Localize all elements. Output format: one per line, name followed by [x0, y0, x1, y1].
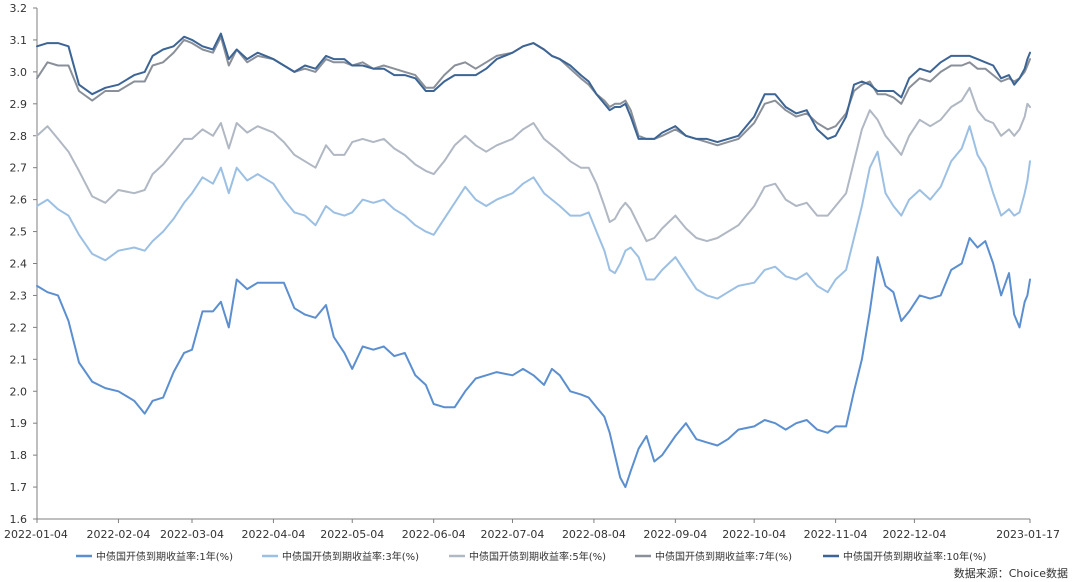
y-tick-label: 1.8: [10, 449, 28, 462]
chart-legend: 中债国开债到期收益率:1年(%) 中债国开债到期收益率:3年(%) 中债国开债到期收…: [76, 550, 986, 563]
x-tick-label: 2022-03-04: [160, 528, 224, 541]
legend-label-4: 中债国开债到期收益率:7年(%): [655, 550, 792, 563]
x-tick-label: 2022-12-04: [882, 528, 946, 541]
x-tick-label: 2022-01-04: [4, 528, 68, 541]
x-tick-label: 2022-04-04: [241, 528, 305, 541]
x-tick-label: 2022-05-04: [320, 528, 384, 541]
x-tick-label: 2022-10-04: [722, 528, 786, 541]
chart-axes: [36, 8, 1030, 520]
y-tick-label: 3.2: [10, 2, 28, 15]
x-tick-label: 2022-08-04: [562, 528, 626, 541]
y-axis-ticks: 1.6 1.7 1.8 1.9 2.0 2.1 2.2 2.3 2.4 2.5 2.6 2.7 2.8 2…: [10, 2, 37, 526]
x-tick-label: 2022-09-04: [643, 528, 707, 541]
x-tick-label: 2022-07-04: [481, 528, 545, 541]
x-tick-label: 2022-02-04: [86, 528, 150, 541]
legend-label-5: 中债国开债到期收益率:10年(%): [843, 550, 986, 563]
x-tick-label: 2022-11-04: [804, 528, 868, 541]
series-lines: [36, 32, 1031, 489]
x-tick-label: 2022-06-04: [402, 528, 466, 541]
y-tick-label: 2.7: [10, 162, 28, 175]
y-tick-label: 1.7: [10, 481, 28, 494]
series-line-1: [36, 237, 1031, 489]
legend-label-3: 中债国开债到期收益率:5年(%): [469, 550, 606, 563]
legend-label-1: 中债国开债到期收益率:1年(%): [96, 550, 233, 563]
y-tick-label: 1.6: [10, 513, 28, 526]
y-tick-label: 2.4: [10, 258, 28, 271]
y-tick-label: 2.8: [10, 130, 28, 143]
y-tick-label: 2.3: [10, 289, 28, 302]
series-line-2: [36, 125, 1031, 300]
y-tick-label: 3.0: [10, 66, 28, 79]
y-tick-label: 2.2: [10, 321, 28, 334]
legend-label-2: 中债国开债到期收益率:3年(%): [282, 550, 419, 563]
series-line-4: [36, 35, 1031, 147]
series-line-3: [36, 86, 1031, 243]
data-source-note: 数据来源：Choice数据: [954, 566, 1068, 580]
y-tick-label: 2.1: [10, 353, 28, 366]
series-line-5: [36, 32, 1031, 144]
y-tick-label: 2.9: [10, 98, 28, 111]
y-tick-label: 2.6: [10, 194, 28, 207]
y-tick-label: 2.0: [10, 385, 28, 398]
x-axis-ticks: 2022-01-04 2022-02-04 2022-03-04 2022-04-04…: [4, 519, 1060, 541]
y-tick-label: 1.9: [10, 417, 28, 430]
x-tick-label: 2023-01-17: [996, 528, 1060, 541]
y-tick-label: 2.5: [10, 226, 28, 239]
y-tick-label: 3.1: [10, 34, 28, 47]
